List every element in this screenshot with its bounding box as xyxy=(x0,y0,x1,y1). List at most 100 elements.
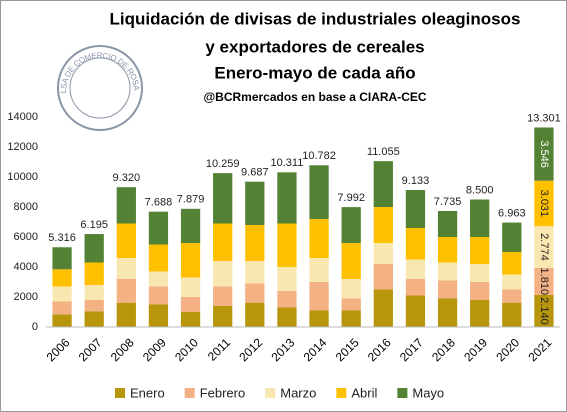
bar-segment xyxy=(277,307,297,327)
bar-segment xyxy=(52,301,72,315)
bar-segment xyxy=(84,311,104,327)
bar-segment xyxy=(341,207,361,243)
bar-segment xyxy=(277,172,297,224)
bar-segment xyxy=(502,222,522,252)
bar-segment xyxy=(502,274,522,290)
bar-segment xyxy=(116,223,136,258)
bar-segment xyxy=(470,237,490,264)
legend-label: Abril xyxy=(351,385,377,400)
bar-segment xyxy=(405,259,426,279)
bar-segment xyxy=(534,267,554,295)
data-label: 3.031 xyxy=(538,190,550,218)
y-tick-label: 12000 xyxy=(7,141,38,153)
y-tick-label: 10000 xyxy=(7,171,38,183)
bar-segment xyxy=(470,264,490,282)
data-label: 2.140 xyxy=(538,297,550,325)
bar-segment xyxy=(502,289,522,303)
total-label: 10.311 xyxy=(271,157,304,169)
bar-segment xyxy=(84,262,104,285)
title-line: y exportadores de cereales xyxy=(205,37,424,56)
bar-segment xyxy=(213,306,233,327)
bar-segment xyxy=(341,279,361,299)
legend-label: Febrero xyxy=(200,385,246,400)
bar-segment xyxy=(148,211,169,245)
bar-segment xyxy=(341,298,361,311)
bar-segment xyxy=(148,271,169,287)
bar-segment xyxy=(437,237,458,263)
y-tick-label: 6000 xyxy=(14,231,38,243)
legend-swatch xyxy=(265,388,276,398)
bar-segment xyxy=(116,279,136,303)
bar-segment xyxy=(52,286,72,302)
subtitle: @BCRmercados en base a CIARA-CEC xyxy=(203,90,426,104)
bar-segment xyxy=(534,127,554,181)
bar-segment xyxy=(373,243,393,264)
y-tick-label: 2000 xyxy=(14,291,38,303)
bar-segment xyxy=(245,303,265,327)
total-label: 9.687 xyxy=(241,167,269,179)
bar-segment xyxy=(309,282,329,311)
bar-segment xyxy=(534,226,554,268)
total-label: 13.301 xyxy=(527,112,561,124)
legend-label: Marzo xyxy=(280,385,316,400)
title-line: Liquidación de divisas de industriales o… xyxy=(110,9,521,28)
bar-segment xyxy=(309,258,329,282)
bar-segment xyxy=(213,261,233,287)
bar-segment xyxy=(373,264,393,290)
legend-label: Mayo xyxy=(412,385,444,400)
total-label: 10.259 xyxy=(206,158,240,170)
bar-segment xyxy=(245,181,265,225)
data-label: 2.774 xyxy=(538,233,550,261)
bar-segment xyxy=(52,269,72,287)
logo-ring xyxy=(57,45,143,131)
bar-segment xyxy=(213,286,233,306)
y-tick-label: 0 xyxy=(32,321,38,333)
bar-segment xyxy=(373,289,393,327)
y-tick-label: 14000 xyxy=(7,111,38,123)
legend-swatch xyxy=(184,388,195,398)
bar-segment xyxy=(405,190,426,228)
total-label: 10.782 xyxy=(302,150,336,162)
total-label: 6.963 xyxy=(498,207,526,219)
bar-segment xyxy=(52,314,72,327)
bar-segment xyxy=(373,161,393,207)
bar-segment xyxy=(405,279,426,296)
bar-segment xyxy=(213,223,233,261)
bar-segment xyxy=(437,298,458,327)
total-label: 7.735 xyxy=(434,196,462,208)
bar-segment xyxy=(437,262,458,281)
logo-inner xyxy=(69,57,131,119)
bar-segment xyxy=(52,247,72,270)
bar-segment xyxy=(405,228,426,260)
total-label: 9.133 xyxy=(402,175,430,187)
bar-segment xyxy=(309,310,329,327)
bar-segment xyxy=(534,294,554,327)
legend-swatch xyxy=(115,388,125,398)
title-line: Enero-mayo de cada año xyxy=(214,63,415,82)
bar-segment xyxy=(245,261,265,284)
bar-segment xyxy=(180,297,201,312)
bar-segment xyxy=(470,282,490,300)
bar-segment xyxy=(534,180,554,227)
bar-segment xyxy=(180,312,201,327)
bar-segment xyxy=(180,243,201,278)
bar-segment xyxy=(116,303,136,327)
bar-segment xyxy=(437,280,458,299)
data-label: 1.810 xyxy=(538,268,550,296)
total-label: 6.195 xyxy=(80,219,108,231)
bar-segment xyxy=(309,165,329,219)
bar-segment xyxy=(116,258,136,279)
bar-segment xyxy=(148,244,169,272)
bar-segment xyxy=(341,310,361,327)
bar-segment xyxy=(405,295,426,327)
bar-segment xyxy=(470,199,490,237)
bar-segment xyxy=(245,225,265,261)
total-label: 11.055 xyxy=(367,146,400,158)
legend-swatch xyxy=(336,388,347,398)
bar-segment xyxy=(148,286,169,305)
bar-segment xyxy=(180,208,201,243)
y-tick-label: 4000 xyxy=(14,261,38,273)
bar-segment xyxy=(502,303,522,327)
legend-swatch xyxy=(397,388,408,398)
